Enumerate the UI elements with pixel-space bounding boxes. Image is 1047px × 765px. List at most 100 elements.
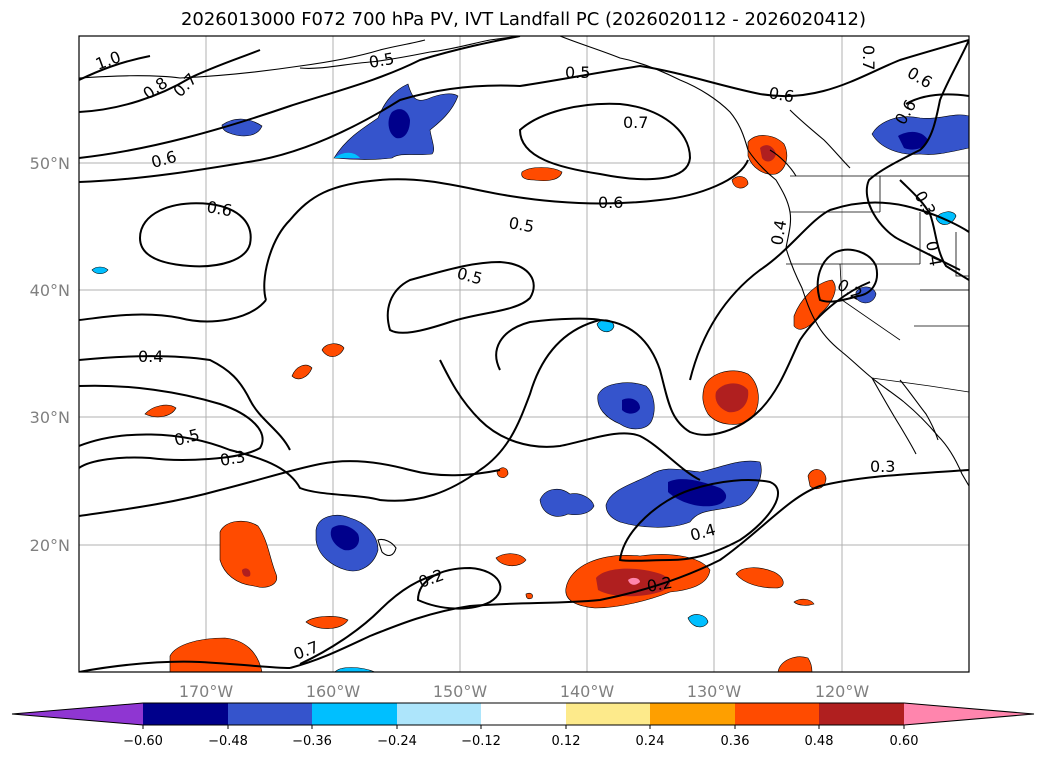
vancouver-island	[769, 149, 797, 177]
contour-label: 0.3	[870, 457, 895, 476]
lon-label-150w: 150°W	[433, 682, 488, 701]
orange-patch-15n	[305, 616, 349, 629]
lon-label-130w: 130°W	[687, 682, 742, 701]
lat-label-40n: 40°N	[30, 281, 70, 300]
alaska-peninsula	[299, 36, 521, 69]
orange-patch-48n	[521, 167, 563, 182]
mexico-mainland	[903, 401, 969, 487]
contour-label: 0.7	[859, 45, 878, 70]
contour-2	[79, 49, 261, 113]
contour-26	[899, 179, 969, 281]
contour-1	[79, 55, 151, 81]
blue-patch-gulf-alaska-edge	[334, 152, 360, 158]
colorbar-bin	[228, 703, 312, 725]
orange-patch-bottom-east	[777, 656, 813, 672]
contour-label: 0.6	[767, 83, 795, 106]
contour-19	[618, 479, 780, 562]
bc-coast	[747, 149, 792, 249]
colorbar-bin	[819, 703, 904, 725]
lon-label-120w: 120°W	[815, 682, 870, 701]
colorbar-bin	[650, 703, 735, 725]
chart-title: 2026013000 F072 700 hPa PV, IVT Landfall…	[180, 9, 867, 30]
contour-12	[79, 460, 501, 517]
colorbar-tick-label: 0.36	[721, 734, 750, 749]
aleutian-chain	[79, 39, 426, 79]
red-core-30n	[715, 383, 749, 413]
lon-label-140w: 140°W	[560, 682, 615, 701]
state-border-3	[955, 232, 969, 277]
colorbar-tick-label: −0.60	[123, 734, 163, 749]
blue-patch-tiny	[91, 266, 109, 275]
orange-patch-tiny-20n	[495, 553, 527, 567]
orange-patch-18n-east	[735, 567, 784, 589]
orange-patch-tiny-26n	[496, 467, 509, 478]
orange-patch-small-bc	[731, 176, 749, 189]
orange-patch-west-35n	[321, 343, 345, 357]
contour-label: 0.3	[218, 447, 246, 470]
contour-5	[518, 102, 692, 181]
contour-label: 0.6	[598, 193, 623, 212]
colorbar-bin	[566, 703, 650, 725]
gulf-california	[899, 379, 939, 441]
contour-14	[599, 281, 871, 436]
colorbar-tick-label: −0.36	[292, 734, 332, 749]
blue-patch-30n-core	[622, 398, 640, 414]
colorbar-bin	[312, 703, 397, 725]
lat-label-30n: 30°N	[30, 408, 70, 427]
contour-24	[865, 39, 969, 271]
colorbar-bin	[735, 703, 819, 725]
blue-patch-gulf-alaska-core	[388, 109, 410, 139]
colorbar-tick-label: 0.48	[805, 734, 834, 749]
colorbar-bin	[143, 703, 228, 725]
graticule	[79, 36, 969, 672]
blue-patch-west-small	[221, 118, 263, 137]
colorbar-tick-label: 0.60	[890, 734, 919, 749]
us-mexico-border	[871, 377, 969, 393]
us-west-coast	[785, 247, 905, 403]
contour-11	[79, 384, 264, 469]
contour-10	[79, 355, 291, 451]
contour-label: 0.5	[367, 49, 395, 72]
blue-patch-ne-core	[898, 131, 928, 150]
orange-patch-tiny-14n	[525, 592, 533, 600]
colorbar-tick-label: 0.24	[636, 734, 665, 749]
colorbar-extend-high	[904, 703, 1034, 725]
pink-core-south-17n	[628, 577, 640, 585]
orange-patch-california	[793, 279, 836, 330]
baja-peninsula	[871, 377, 917, 455]
lat-label-50n: 50°N	[30, 154, 70, 173]
positive-anomaly-patches	[144, 135, 836, 672]
contour-13	[79, 319, 601, 502]
orange-patch-tiny-15n	[793, 598, 815, 606]
lon-label-160w: 160°W	[306, 682, 361, 701]
contour-16	[439, 359, 701, 481]
contour-22	[289, 469, 969, 669]
alaska-coast-gulf	[559, 36, 749, 151]
blue-patch-small-south	[687, 614, 709, 628]
blue-patch-25n-east-core	[668, 479, 727, 507]
negative-anomaly-patches	[91, 83, 969, 672]
colorbar: −0.60 −0.48 −0.36 −0.24 −0.12 0.12 0.24 …	[11, 702, 1035, 749]
colorbar-extend-low	[12, 703, 143, 725]
map-background	[79, 36, 969, 672]
colorbar-bin	[397, 703, 481, 725]
lon-label-170w: 170°W	[179, 682, 234, 701]
colorbar-tick-label: −0.12	[461, 734, 501, 749]
orange-patch-west-20n	[219, 520, 278, 588]
contour-23	[79, 660, 291, 672]
pv-contours	[79, 36, 969, 672]
contour-4	[79, 39, 969, 183]
contour-21	[299, 573, 441, 665]
blue-patch-hawaii-core	[330, 525, 360, 551]
contour-9	[79, 299, 267, 323]
coastlines	[79, 36, 969, 557]
contour-label: 0.4	[138, 347, 163, 366]
latitude-labels: 50°N 40°N 30°N 20°N	[30, 154, 70, 555]
colorbar-tick-label: −0.48	[208, 734, 248, 749]
contour-17	[689, 201, 969, 381]
colorbar-bin	[481, 703, 566, 725]
contour-6	[138, 202, 252, 268]
hawaii-islands	[377, 538, 397, 557]
lat-label-20n: 20°N	[30, 536, 70, 555]
